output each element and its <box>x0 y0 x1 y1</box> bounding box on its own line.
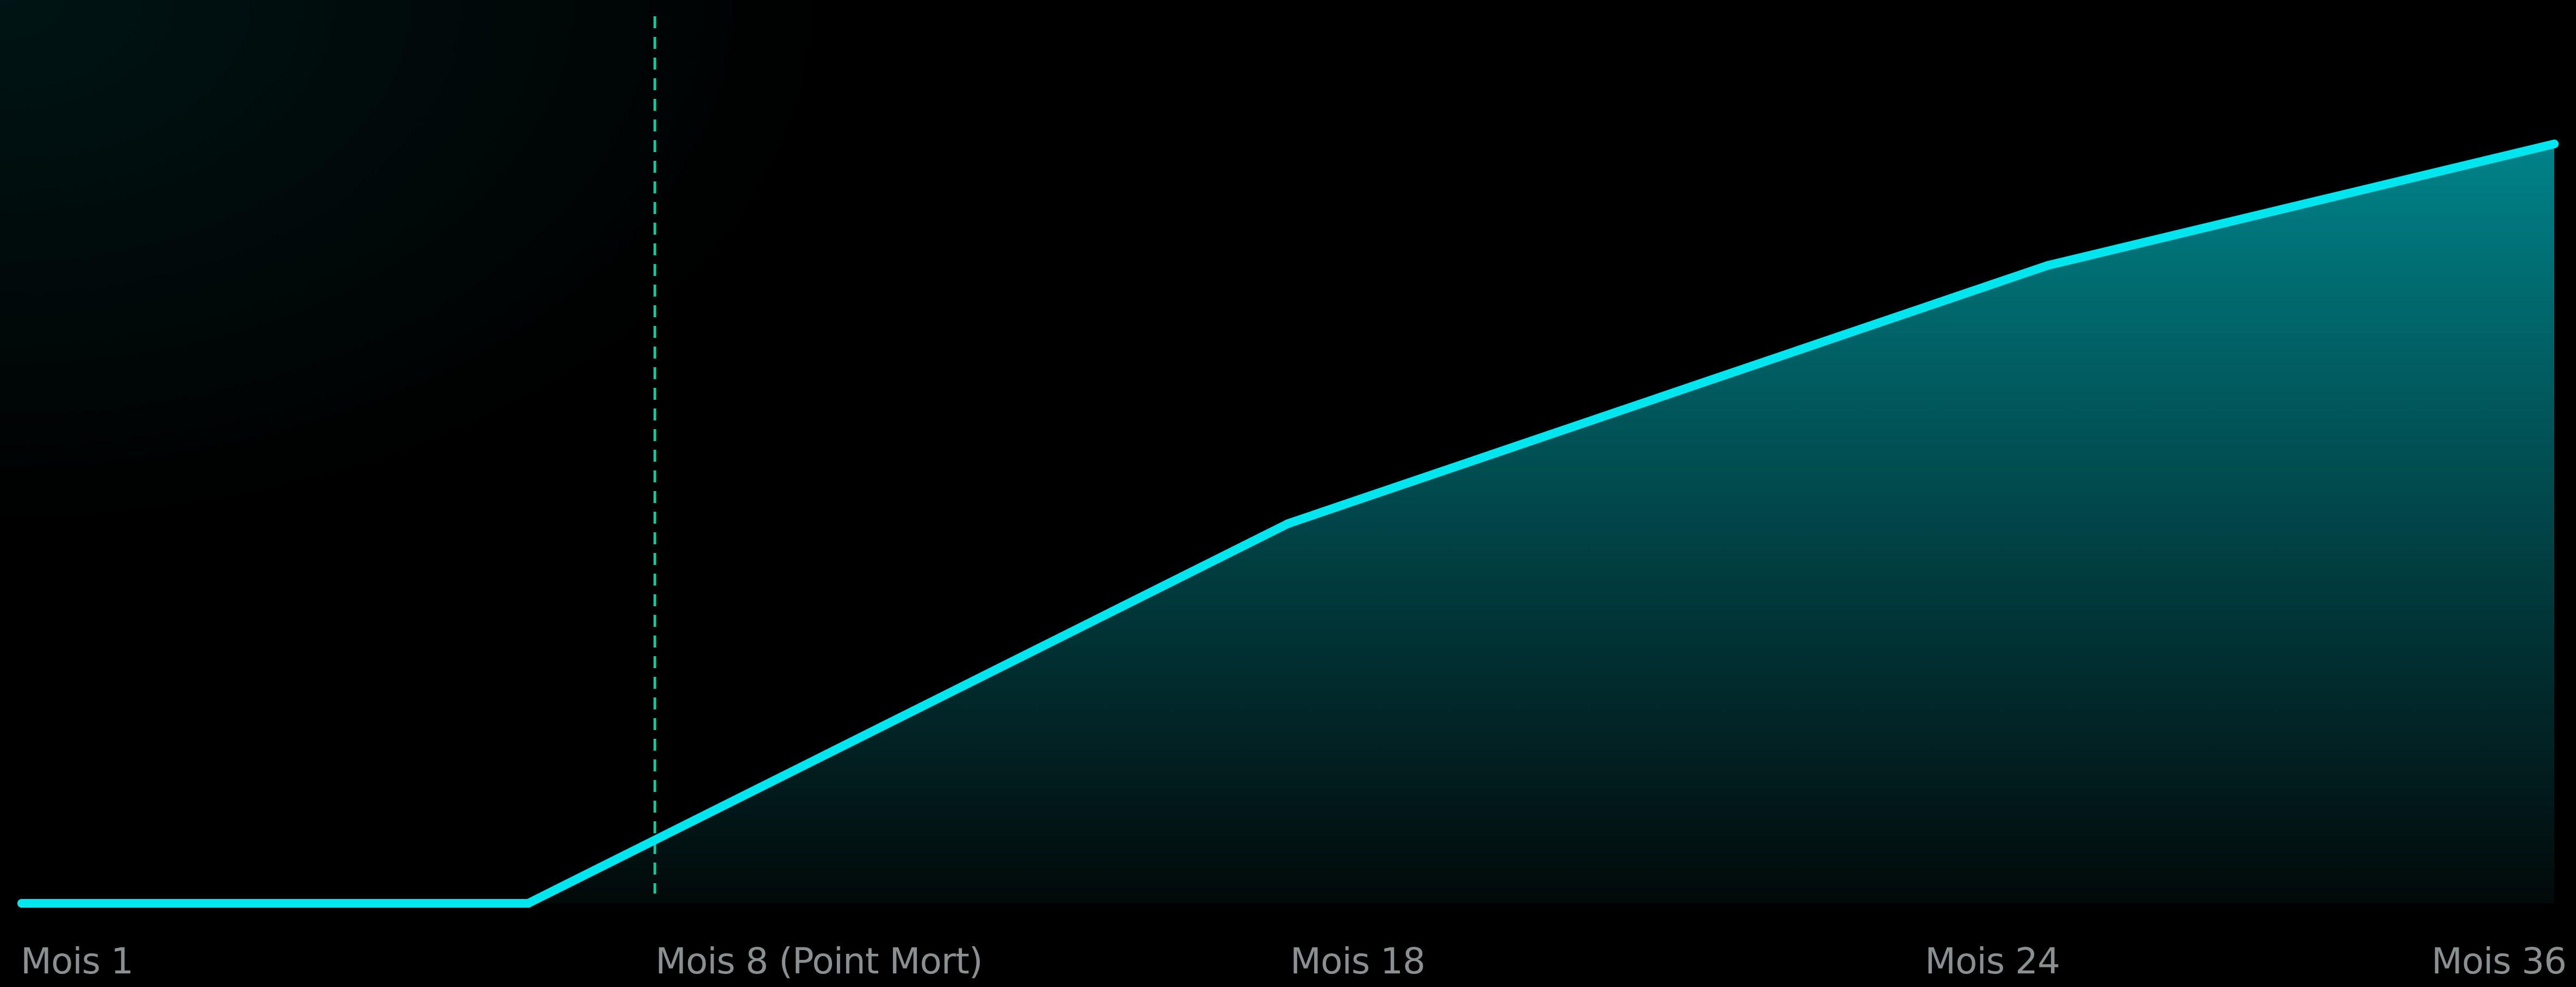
data-point <box>2043 261 2052 270</box>
x-tick-label-3: Mois 18 <box>1290 940 1425 982</box>
data-point <box>1284 519 1292 528</box>
x-tick-label-5: Mois 36 <box>2431 940 2567 982</box>
series-line-segment <box>524 519 1292 908</box>
x-tick-label-4: Mois 24 <box>1925 940 2060 982</box>
series-line-segment <box>2043 140 2559 270</box>
data-point <box>524 899 533 908</box>
x-tick-label-2: Mois 8 (Point Mort) <box>655 940 983 982</box>
series-line-segment <box>1284 261 2052 528</box>
data-point <box>2550 140 2559 148</box>
data-point <box>17 899 26 908</box>
x-tick-label-1: Mois 1 <box>21 940 134 982</box>
